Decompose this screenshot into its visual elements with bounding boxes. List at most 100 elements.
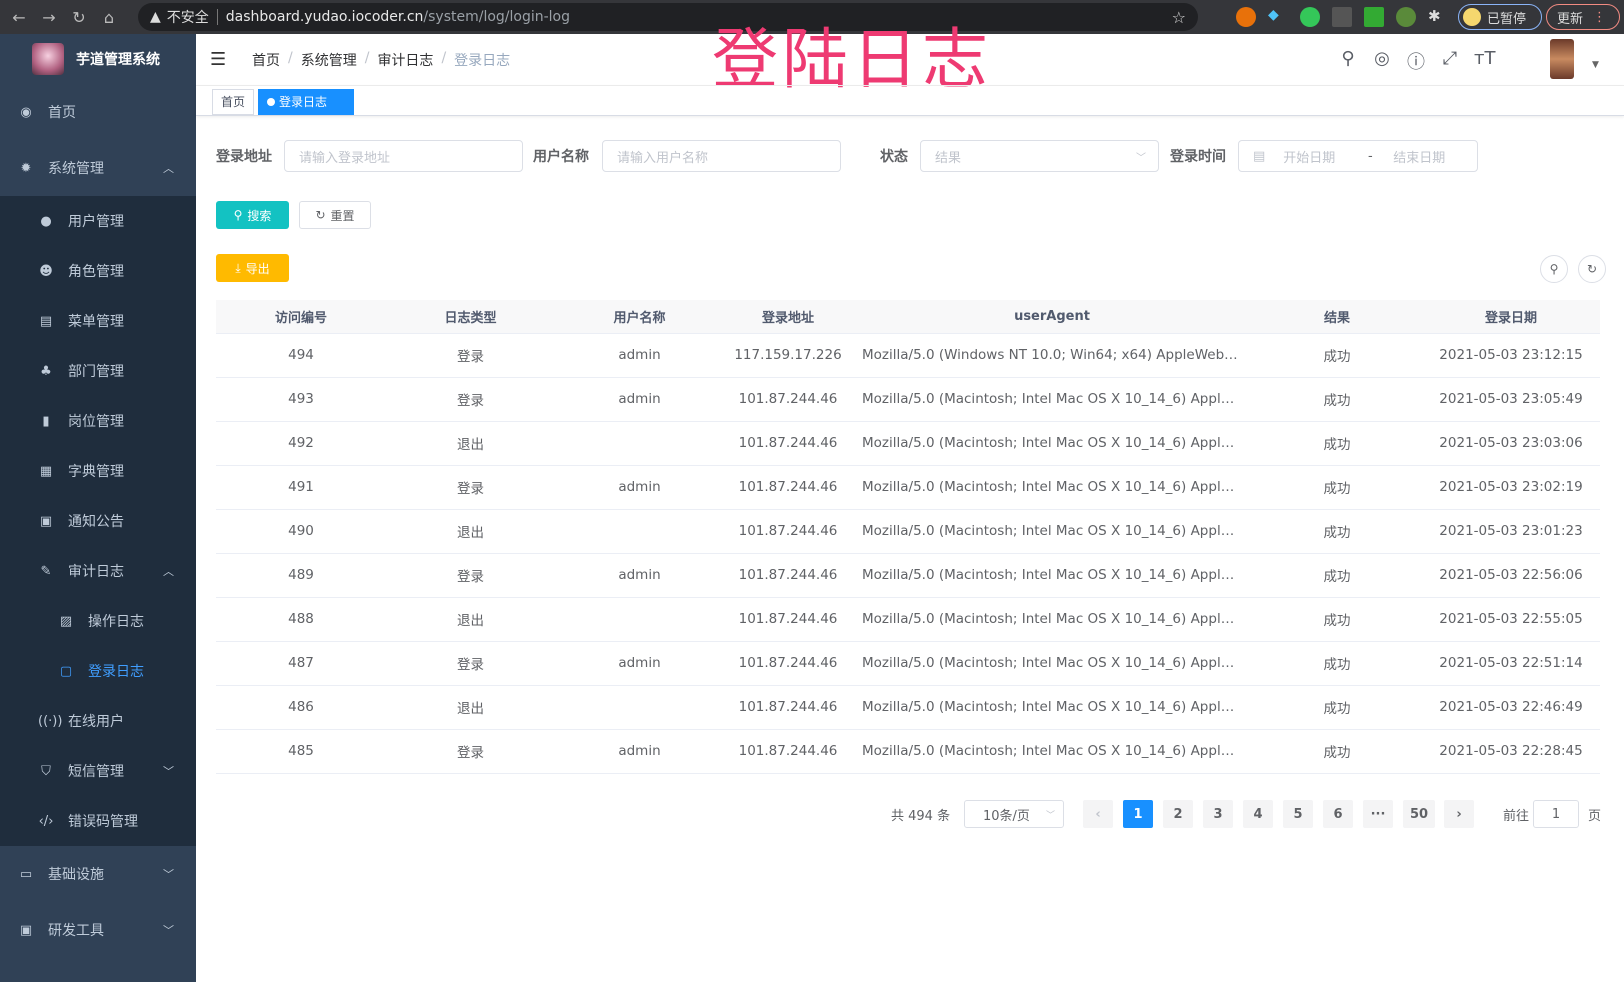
- question-icon[interactable]: ⓘ: [1407, 52, 1425, 73]
- on-extension-icon[interactable]: [1364, 7, 1384, 27]
- sidebar-item-operate-log[interactable]: ▨ 操作日志: [0, 596, 196, 646]
- export-button[interactable]: ⤓ 导出: [216, 254, 289, 282]
- search-button[interactable]: ⚲ 搜索: [216, 201, 289, 229]
- login-ip-cell: 101.87.244.46: [724, 509, 852, 554]
- fullscreen-icon[interactable]: ⤢: [1442, 48, 1458, 69]
- button-label: 重置: [330, 208, 355, 223]
- breadcrumb-item[interactable]: 审计日志: [377, 52, 434, 69]
- table-row[interactable]: 485 登录 admin 101.87.244.46 Mozilla/5.0 (Maci…: [216, 729, 1600, 774]
- username-cell: [555, 421, 724, 466]
- diamond-extension-icon[interactable]: ◆: [1268, 7, 1279, 23]
- leaf-extension-icon[interactable]: [1396, 7, 1416, 27]
- tag-home[interactable]: 首页: [212, 89, 255, 115]
- page-button[interactable]: 4: [1243, 800, 1273, 828]
- user-icon: ●: [40, 213, 52, 229]
- menu-label: 短信管理: [68, 764, 124, 780]
- username-cell: admin: [555, 377, 724, 422]
- page-size-select[interactable]: 10条/页 ﹀: [964, 800, 1064, 828]
- update-button[interactable]: 更新 ⋮: [1546, 4, 1620, 30]
- forward-icon[interactable]: →: [42, 7, 56, 27]
- page-button[interactable]: 50: [1403, 800, 1435, 828]
- column-header: 登录地址: [724, 300, 852, 334]
- sidebar-item-audit-log[interactable]: ✎ 审计日志 ︿: [0, 546, 196, 596]
- table-row[interactable]: 491 登录 admin 101.87.244.46 Mozilla/5.0 (Maci…: [216, 465, 1600, 510]
- sidebar-item-sms[interactable]: ⛉ 短信管理 ﹀: [0, 746, 196, 796]
- system-submenu: ● 用户管理 ☻ 角色管理 ▤ 菜单管理 ♣ 部门管理 ▮ 岗位管理 ▦ 字典管理 ▣ 通知公…: [0, 196, 196, 846]
- close-icon[interactable]: ×: [273, 120, 283, 133]
- github-icon[interactable]: ◎: [1374, 48, 1390, 69]
- dashboard-icon: ◉: [20, 104, 32, 120]
- url-host: dashboard.yudao.iocoder.cn: [225, 9, 424, 25]
- prev-page-button[interactable]: ‹: [1083, 800, 1113, 828]
- sidebar-item-post[interactable]: ▮ 岗位管理: [0, 396, 196, 446]
- puzzle-icon[interactable]: ✱: [1428, 7, 1441, 25]
- username-input[interactable]: 请输入用户名称: [602, 140, 841, 172]
- profile-button[interactable]: 已暂停: [1458, 4, 1542, 30]
- font-size-icon[interactable]: ᴛT: [1474, 48, 1496, 69]
- login-time-cell: 2021-05-03 22:51:14: [1422, 641, 1600, 686]
- page-button[interactable]: 1: [1123, 800, 1153, 828]
- page-button[interactable]: 2: [1163, 800, 1193, 828]
- table-row[interactable]: 492 退出 101.87.244.46 Mozilla/5.0 (Macintosh…: [216, 421, 1600, 466]
- back-icon[interactable]: ←: [12, 7, 26, 27]
- sidebar-item-user[interactable]: ● 用户管理: [0, 196, 196, 246]
- grid-extension-icon[interactable]: [1332, 7, 1352, 27]
- toggle-search-button[interactable]: ⚲: [1540, 255, 1568, 283]
- address-bar[interactable]: ▲ 不安全 dashboard.yudao.iocoder.cn/system/…: [138, 3, 1198, 31]
- extension-icon[interactable]: [1236, 7, 1256, 27]
- username-cell: admin: [555, 333, 724, 378]
- reload-icon[interactable]: ↻: [72, 7, 86, 27]
- sidebar-item-menu[interactable]: ▤ 菜单管理: [0, 296, 196, 346]
- sidebar-item-online[interactable]: ((·)) 在线用户: [0, 696, 196, 746]
- sidebar-logo[interactable]: 芋道管理系统: [0, 34, 196, 84]
- sidebar-item-tool[interactable]: ▣ 研发工具 ﹀: [0, 902, 196, 958]
- refresh-button[interactable]: ↻: [1578, 255, 1606, 283]
- reset-button[interactable]: ↻ 重置: [299, 201, 371, 229]
- sidebar-item-login-log[interactable]: ▢ 登录日志: [0, 646, 196, 696]
- sidebar-item-dict[interactable]: ▦ 字典管理: [0, 446, 196, 496]
- table-row[interactable]: 489 登录 admin 101.87.244.46 Mozilla/5.0 (Maci…: [216, 553, 1600, 598]
- next-page-button[interactable]: ›: [1444, 800, 1474, 828]
- search-icon[interactable]: ⚲: [1341, 48, 1355, 69]
- sidebar-item-dept[interactable]: ♣ 部门管理: [0, 346, 196, 396]
- username-label: 用户名称: [533, 149, 589, 165]
- gear-icon: ✹: [20, 160, 32, 176]
- sidebar-item-error-code[interactable]: ‹/› 错误码管理: [0, 796, 196, 846]
- user-agent-cell: Mozilla/5.0 (Macintosh; Intel Mac OS X 1…: [852, 509, 1252, 554]
- sidebar-item-system[interactable]: ✹ 系统管理 ︿: [0, 140, 196, 196]
- breadcrumb-item[interactable]: 首页: [252, 52, 280, 69]
- tag-login-log[interactable]: 登录日志 ×: [258, 89, 354, 133]
- address-input[interactable]: 请输入登录地址: [284, 140, 523, 172]
- sidebar-item-notice[interactable]: ▣ 通知公告: [0, 496, 196, 546]
- calendar-icon: ▤: [1253, 148, 1266, 164]
- y-extension-icon[interactable]: [1300, 7, 1320, 27]
- hamburger-icon[interactable]: ☰: [210, 49, 227, 70]
- caret-down-icon[interactable]: ▼: [1592, 60, 1599, 70]
- status-select[interactable]: 结果 ﹀: [920, 140, 1159, 172]
- login-ip-cell: 101.87.244.46: [724, 377, 852, 422]
- address-label: 登录地址: [216, 149, 272, 165]
- page-button[interactable]: 5: [1283, 800, 1313, 828]
- page-button[interactable]: 6: [1323, 800, 1353, 828]
- avatar[interactable]: [1550, 39, 1574, 79]
- sidebar-item-home[interactable]: ◉ 首页: [0, 84, 196, 140]
- table-row[interactable]: 493 登录 admin 101.87.244.46 Mozilla/5.0 (Maci…: [216, 377, 1600, 422]
- table-row[interactable]: 487 登录 admin 101.87.244.46 Mozilla/5.0 (Maci…: [216, 641, 1600, 686]
- update-label: 更新: [1557, 11, 1584, 27]
- log-type-cell: 退出: [386, 509, 555, 554]
- more-pages-button[interactable]: ···: [1363, 800, 1393, 828]
- table-row[interactable]: 488 退出 101.87.244.46 Mozilla/5.0 (Macintosh…: [216, 597, 1600, 642]
- table-row[interactable]: 486 退出 101.87.244.46 Mozilla/5.0 (Macintosh…: [216, 685, 1600, 730]
- divider: [216, 9, 218, 25]
- sidebar-item-role[interactable]: ☻ 角色管理: [0, 246, 196, 296]
- table-row[interactable]: 494 登录 admin 117.159.17.226 Mozilla/5.0 (Win…: [216, 333, 1600, 378]
- sidebar-item-infra[interactable]: ▭ 基础设施 ﹀: [0, 846, 196, 902]
- goto-input[interactable]: 1: [1533, 800, 1579, 828]
- breadcrumb-item[interactable]: 系统管理: [300, 52, 357, 69]
- page-button[interactable]: 3: [1203, 800, 1233, 828]
- date-range-picker[interactable]: ▤ 开始日期 - 结束日期: [1238, 140, 1478, 172]
- chevron-down-icon: ﹀: [163, 765, 174, 778]
- home-icon[interactable]: ⌂: [103, 7, 115, 27]
- table-row[interactable]: 490 退出 101.87.244.46 Mozilla/5.0 (Macintosh…: [216, 509, 1600, 554]
- bookmark-star-icon[interactable]: ☆: [1171, 7, 1186, 27]
